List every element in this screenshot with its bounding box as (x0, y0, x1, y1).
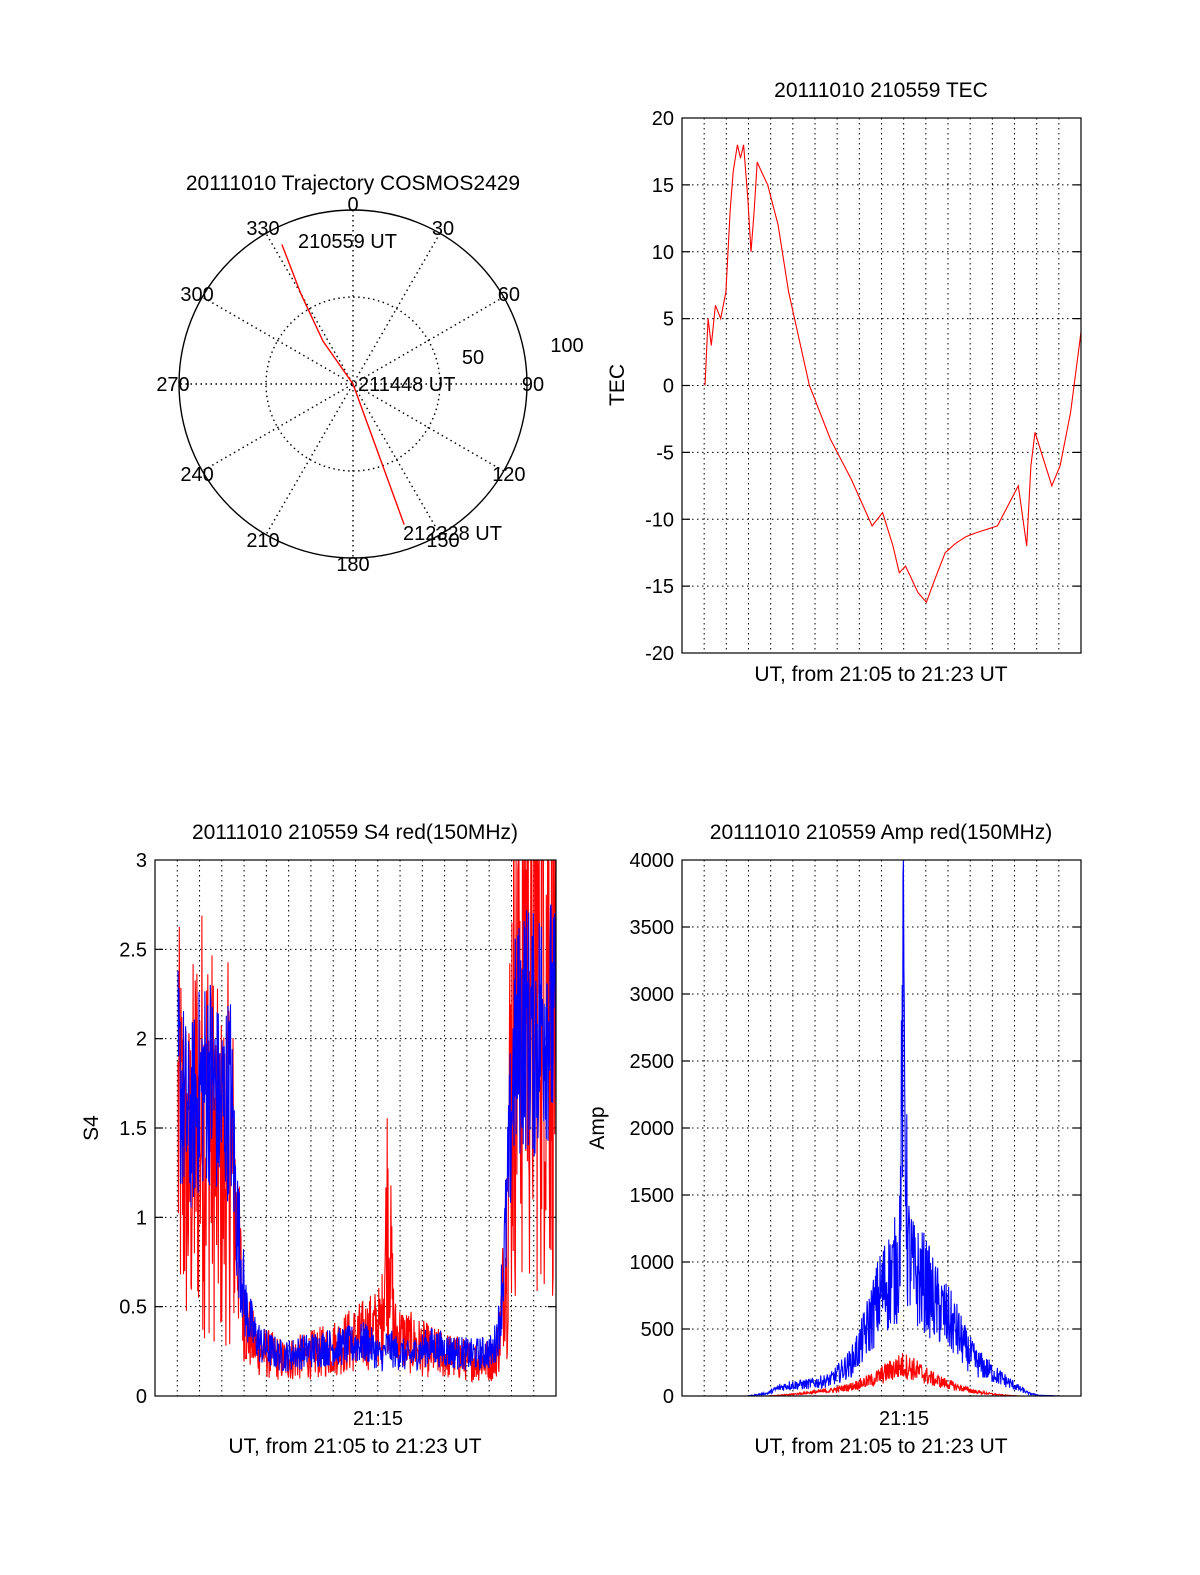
tec-frame (681, 117, 1082, 654)
trajectory-series-line (281, 244, 405, 525)
y-tick-label: 1000 (630, 1252, 675, 1274)
polar-spoke (265, 232, 441, 536)
amp-frame (681, 859, 1082, 1397)
s4-y-ticks: 3 2.5 2 1.5 1 0.5 0 (119, 850, 147, 1408)
y-tick-label: 1.5 (119, 1118, 147, 1140)
y-tick-label: 0 (136, 1386, 147, 1408)
polar-spoke (265, 232, 441, 536)
y-tick-label: -10 (645, 509, 674, 531)
polar-angle-label: 90 (522, 374, 544, 396)
tec-y-ticks: 20 15 10 5 0 -5 -10 -15 -20 (645, 108, 674, 665)
amp-plot: 20111010 210559 Amp red(150MHz) 4000 3500… (586, 821, 1082, 1458)
tec-title: 20111010 210559 TEC (774, 79, 988, 102)
s4-series (177, 859, 557, 1383)
tec-series (704, 144, 1082, 604)
y-tick-label: 2.5 (119, 939, 147, 961)
y-tick-label: 0 (663, 1386, 674, 1408)
tec-grid (682, 118, 1081, 653)
polar-title: 20111010 Trajectory COSMOS2429 (186, 172, 520, 195)
s4-y-label: S4 (80, 1115, 103, 1141)
s4-plot: 20111010 210559 S4 red(150MHz) 3 2.5 2 1.5 1… (80, 821, 557, 1458)
y-tick-label: 3500 (630, 917, 675, 939)
amp-grid (682, 860, 1081, 1396)
polar-angle-label: 150 (426, 530, 459, 552)
amp-y-ticks: 4000 3500 3000 2500 2000 1500 1000 500 0 (630, 850, 675, 1408)
polar-angle-label: 0 (347, 194, 358, 216)
amp-x-label: UT, from 21:05 to 21:23 UT (754, 1435, 1007, 1458)
y-tick-label: 5 (663, 309, 674, 331)
annotation-mid-time: 211448 UT (358, 374, 455, 396)
y-tick-label: 2000 (630, 1118, 675, 1140)
polar-angle-label: 210 (246, 530, 279, 552)
tec-plot: 20111010 210559 TEC 20151050-5-10-15-20 … (606, 79, 1082, 686)
polar-trajectory-line (281, 244, 405, 525)
y-tick-label: -15 (645, 576, 674, 598)
trajectory-polar-plot: 20111010 Trajectory COSMOS2429 0 30 60 90 12… (156, 172, 583, 576)
tec-x-label: UT, from 21:05 to 21:23 UT (754, 663, 1007, 686)
polar-angle-label: 240 (180, 464, 213, 486)
annotation-start-time: 210559 UT (298, 231, 397, 253)
tec-red-series-line (704, 144, 1082, 604)
polar-angle-label: 270 (156, 374, 189, 396)
y-tick-label: 1 (136, 1207, 147, 1229)
annotation-end-time: 212328 UT (403, 523, 502, 545)
polar-angle-label: 180 (336, 554, 369, 576)
y-tick-label: 10 (652, 242, 674, 264)
polar-grid (178, 209, 528, 559)
amp-blue-series-line (705, 859, 1081, 1397)
y-tick-label: 1500 (630, 1185, 675, 1207)
y-tick-label: 3 (136, 850, 147, 872)
polar-angle-label: 120 (492, 464, 525, 486)
amp-y-label: Amp (586, 1106, 609, 1149)
y-tick-label: 15 (652, 175, 674, 197)
polar-angle-label: 330 (246, 218, 279, 240)
polar-angle-label: 300 (180, 284, 213, 306)
y-tick-label: -5 (656, 442, 674, 464)
y-tick-label: 3000 (630, 984, 675, 1006)
y-tick-label: 20 (652, 108, 674, 130)
s4-x-tick-label: 21:15 (353, 1408, 403, 1430)
polar-angle-label: 30 (432, 218, 454, 240)
y-tick-label: 500 (641, 1319, 674, 1341)
amp-title: 20111010 210559 Amp red(150MHz) (710, 821, 1052, 844)
y-tick-label: 4000 (630, 850, 675, 872)
y-tick-label: 0.5 (119, 1297, 147, 1319)
s4-x-label: UT, from 21:05 to 21:23 UT (228, 1435, 481, 1458)
s4-frame (154, 859, 557, 1397)
polar-angle-label: 60 (498, 284, 520, 306)
y-tick-label: -20 (645, 643, 674, 665)
polar-angle-labels: 0 30 60 90 120 150 180 210 240 270 300 330 (156, 194, 544, 576)
tec-y-label: TEC (606, 364, 629, 406)
polar-radial-label-50: 50 (462, 347, 484, 369)
y-tick-label: 2500 (630, 1051, 675, 1073)
amp-x-tick-label: 21:15 (879, 1408, 929, 1430)
y-tick-label: 0 (663, 376, 674, 398)
y-tick-label: 2 (136, 1029, 147, 1051)
s4-blue-series-line (177, 904, 557, 1372)
s4-title: 20111010 210559 S4 red(150MHz) (192, 821, 518, 844)
polar-radial-label-100: 100 (550, 335, 583, 357)
